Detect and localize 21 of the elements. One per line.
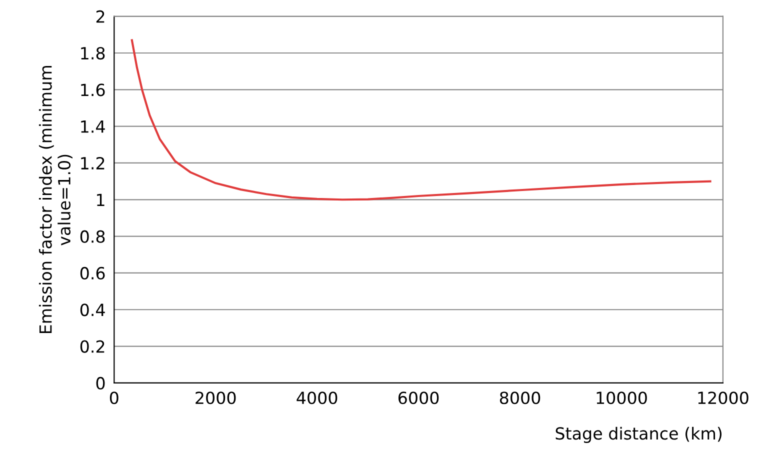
- x-tick-label: 2000: [196, 392, 236, 404]
- y-tick-label: 2: [96, 10, 104, 23]
- line-series: [130, 39, 712, 201]
- x-tick-label: 6000: [398, 392, 439, 404]
- y-tick-label: 0.4: [80, 304, 105, 316]
- y-tick-label: 1: [97, 194, 104, 206]
- x-tick-label: 0: [110, 392, 118, 404]
- y-tick-label: 0.8: [80, 230, 105, 243]
- y-axis-title: Emission factor index (minimum value=1.0): [38, 66, 72, 334]
- y-tick-label: 1.2: [81, 156, 104, 170]
- x-tick-label: 8000: [500, 392, 540, 404]
- y-tick-label: 1.6: [81, 84, 105, 96]
- x-axis-title: Stage distance (km): [556, 426, 722, 443]
- y-tick-label: 0.6: [80, 266, 105, 280]
- y-tick-label: 0: [96, 376, 105, 390]
- y-tick-label: 0.2: [80, 340, 104, 353]
- y-tick-label: 1.4: [81, 120, 105, 133]
- y-tick-label: 1.8: [81, 46, 105, 60]
- x-tick-label: 12000: [698, 392, 748, 404]
- x-tick-label: 4000: [296, 392, 338, 404]
- x-tick-label: 10000: [596, 392, 647, 404]
